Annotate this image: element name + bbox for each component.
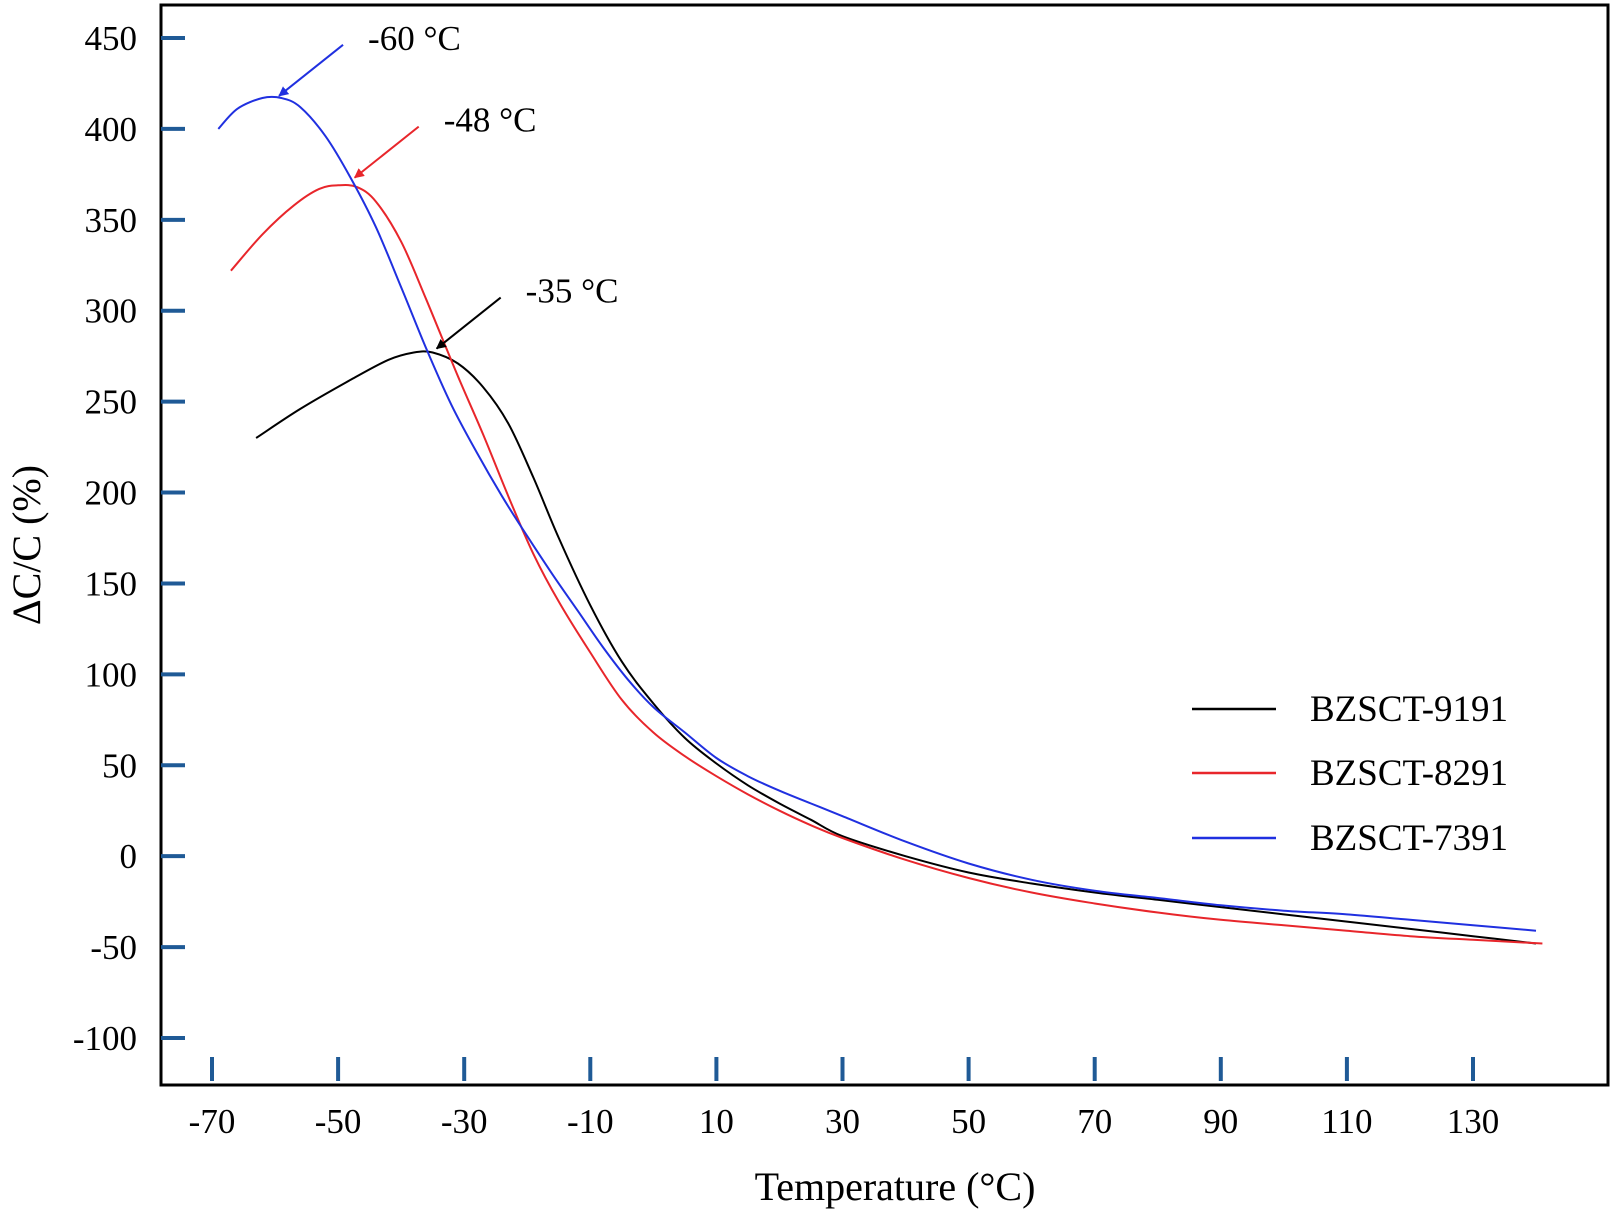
legend: BZSCT-9191 BZSCT-8291 BZSCT-7391 xyxy=(1192,689,1508,859)
x-tick-label: -50 xyxy=(315,1102,362,1141)
annotation-arrow xyxy=(353,125,420,179)
y-tick-label: 0 xyxy=(120,837,138,876)
x-tick-label: 70 xyxy=(1077,1102,1112,1141)
x-tick-label: -10 xyxy=(567,1102,614,1141)
series-layer xyxy=(217,95,1543,945)
x-tick-label: 130 xyxy=(1447,1102,1500,1141)
y-tick-label: 300 xyxy=(85,292,138,331)
y-tick-label: -50 xyxy=(90,928,137,967)
y-tick-label: 50 xyxy=(102,746,137,785)
annotation-arrow xyxy=(278,44,344,97)
annotation-arrow xyxy=(435,296,502,350)
series-line-bzsct-7391 xyxy=(217,95,1537,932)
x-tick-label: -30 xyxy=(441,1102,488,1141)
y-axis-ticks: 450 400 350 300 250 200 150 100 50 0 -50 -100 xyxy=(73,19,185,1058)
y-axis-title: ΔC/C (%) xyxy=(4,465,49,625)
x-tick-label: 30 xyxy=(825,1102,860,1141)
x-tick-label: 90 xyxy=(1203,1102,1238,1141)
legend-label: BZSCT-7391 xyxy=(1310,818,1508,859)
y-tick-label: 250 xyxy=(85,383,138,422)
annotation-label: -60 °C xyxy=(368,19,461,58)
series-line-bzsct-8291 xyxy=(230,184,1543,945)
plot-frame xyxy=(159,3,1610,1087)
y-tick-label: 100 xyxy=(85,655,138,694)
x-tick-label: 110 xyxy=(1321,1102,1372,1141)
y-tick-label: 350 xyxy=(85,201,138,240)
x-axis-ticks: -70 -50 -30 -10 10 30 50 70 90 110 130 xyxy=(189,1057,1500,1141)
y-tick-label: 400 xyxy=(85,110,138,149)
x-tick-label: 10 xyxy=(699,1102,734,1141)
legend-label: BZSCT-8291 xyxy=(1310,753,1508,794)
annotation-label: -35 °C xyxy=(526,272,619,311)
series-line-bzsct-9191 xyxy=(255,350,1537,945)
legend-label: BZSCT-9191 xyxy=(1310,689,1508,730)
x-tick-label: -70 xyxy=(189,1102,236,1141)
y-tick-label: 200 xyxy=(85,474,138,513)
y-tick-label: 150 xyxy=(85,564,138,603)
x-axis-title: Temperature (°C) xyxy=(755,1164,1036,1209)
y-tick-label: -100 xyxy=(73,1019,137,1058)
annotation-layer: -60 °C -48 °C -35 °C xyxy=(278,19,619,350)
y-tick-label: 450 xyxy=(85,19,138,58)
x-tick-label: 50 xyxy=(951,1102,986,1141)
annotation-label: -48 °C xyxy=(444,101,537,140)
